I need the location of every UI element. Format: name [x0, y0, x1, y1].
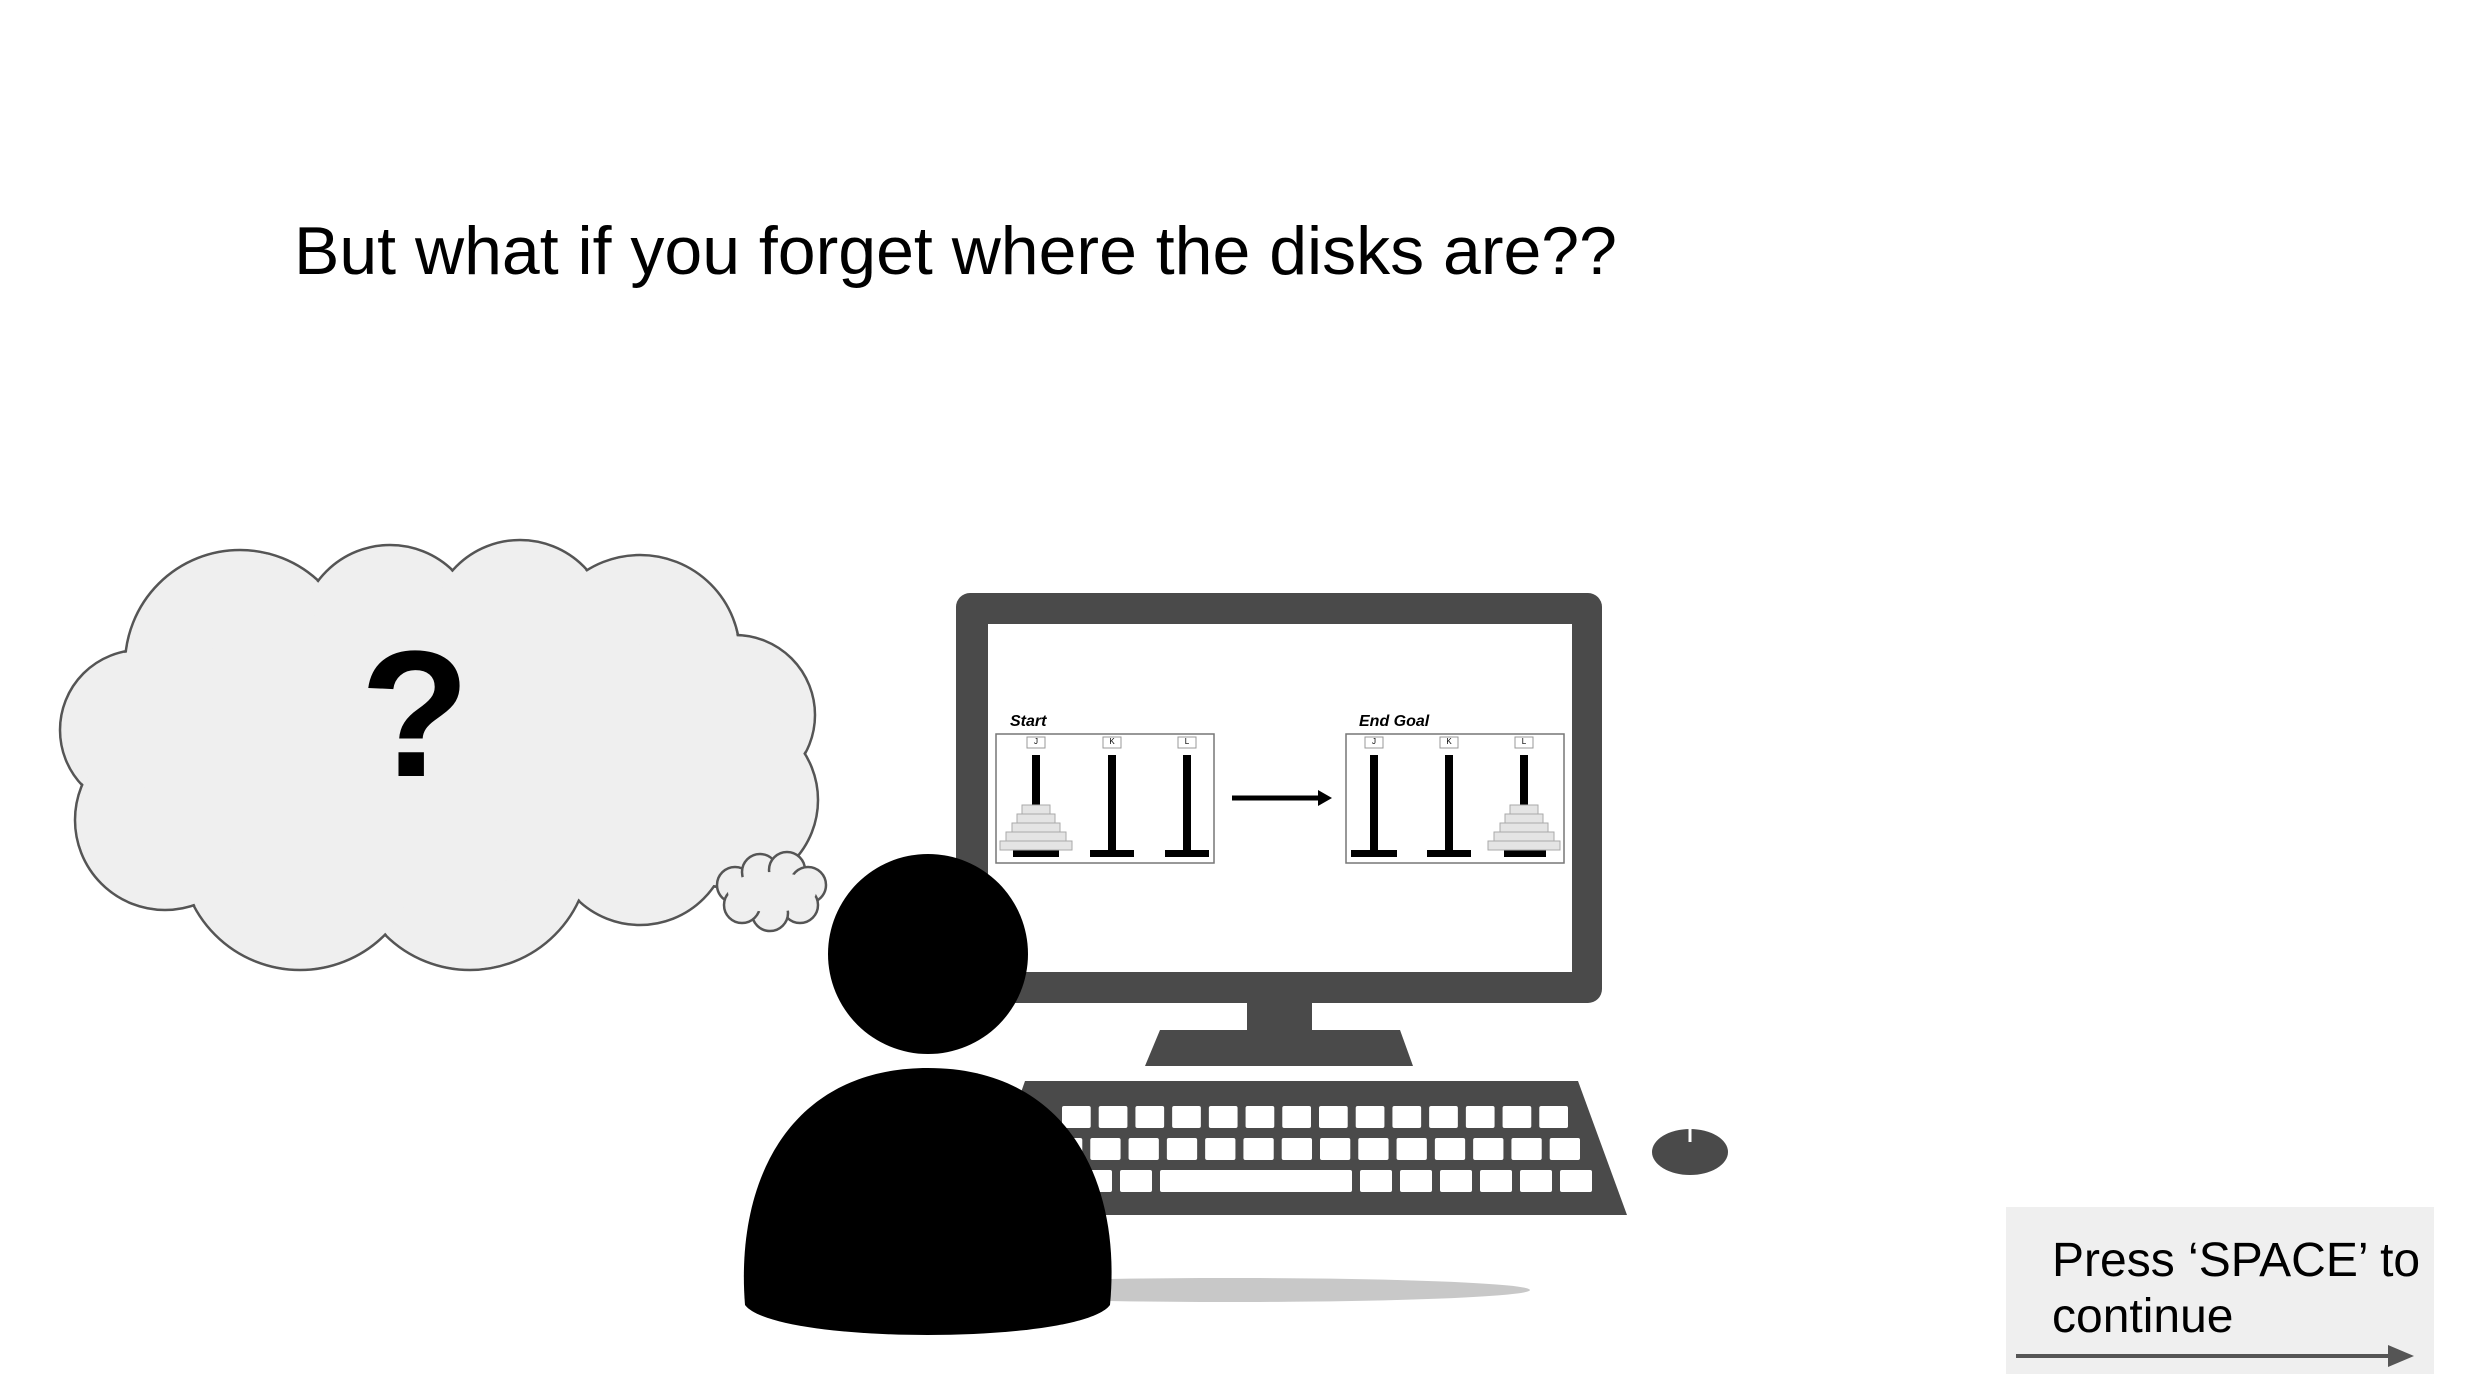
- thought-bubble-icon: [58, 538, 828, 972]
- keyboard-key: [1319, 1106, 1348, 1128]
- start-peg-label-k: K: [1109, 737, 1115, 746]
- keyboard-icon: [978, 1081, 1627, 1215]
- keyboard-key: [1358, 1138, 1389, 1160]
- keyboard-key: [1520, 1170, 1552, 1192]
- keyboard-key: [1243, 1138, 1274, 1160]
- keyboard-key: [1480, 1170, 1512, 1192]
- keyboard-key: [1120, 1170, 1152, 1192]
- keyboard-key: [1473, 1138, 1504, 1160]
- thought-question-mark: ?: [360, 614, 470, 815]
- keyboard-key: [1135, 1106, 1165, 1128]
- keyboard-key: [1090, 1138, 1121, 1160]
- mouse-icon: [1652, 1129, 1728, 1175]
- person-silhouette-icon: [743, 854, 1112, 1335]
- goal-peg-label-k: K: [1446, 737, 1452, 746]
- keyboard-key: [1062, 1106, 1091, 1128]
- keyboard-key: [1400, 1170, 1432, 1192]
- keyboard-key: [1502, 1106, 1532, 1128]
- keyboard-key: [1511, 1138, 1542, 1160]
- keyboard-spacebar: [1160, 1170, 1352, 1192]
- keyboard-key: [1360, 1170, 1392, 1192]
- keyboard-key: [1465, 1106, 1495, 1128]
- continue-label: Press ‘SPACE’ to continue: [2052, 1234, 2421, 1343]
- keyboard-key: [1098, 1106, 1128, 1128]
- slide-heading: But what if you forget where the disks a…: [294, 213, 1617, 289]
- keyboard-key: [1539, 1106, 1568, 1128]
- start-peg-label-j: J: [1034, 737, 1038, 746]
- keyboard-key: [1205, 1138, 1236, 1160]
- keyboard-key: [1282, 1106, 1311, 1128]
- keyboard-key: [1281, 1138, 1312, 1160]
- keyboard-key: [1172, 1106, 1201, 1128]
- keyboard-key: [1208, 1106, 1238, 1128]
- keyboard-key: [1128, 1138, 1159, 1160]
- keyboard-key: [1440, 1170, 1472, 1192]
- monitor-stand: [1145, 1030, 1413, 1066]
- start-peg-label-l: L: [1184, 737, 1190, 746]
- keyboard-key: [1245, 1106, 1275, 1128]
- keyboard-key: [1320, 1138, 1351, 1160]
- keyboard-key: [1396, 1138, 1427, 1160]
- keyboard-key: [1549, 1138, 1580, 1160]
- keyboard-key: [1166, 1138, 1198, 1160]
- screen-content: [995, 733, 1565, 864]
- keyboard-key: [1434, 1138, 1466, 1160]
- screen-goal-label: End Goal: [1359, 713, 1430, 730]
- monitor-neck: [1247, 1003, 1312, 1031]
- arrow-right-icon: [2016, 1345, 2414, 1367]
- keyboard-key: [1429, 1106, 1458, 1128]
- continue-prompt[interactable]: Press ‘SPACE’ to continue: [2006, 1207, 2434, 1374]
- goal-peg-label-j: J: [1372, 737, 1376, 746]
- keyboard-key: [1392, 1106, 1422, 1128]
- screen-start-label: Start: [1010, 713, 1047, 730]
- goal-peg-label-l: L: [1521, 737, 1527, 746]
- keyboard-key: [1560, 1170, 1592, 1192]
- keyboard-key: [1355, 1106, 1385, 1128]
